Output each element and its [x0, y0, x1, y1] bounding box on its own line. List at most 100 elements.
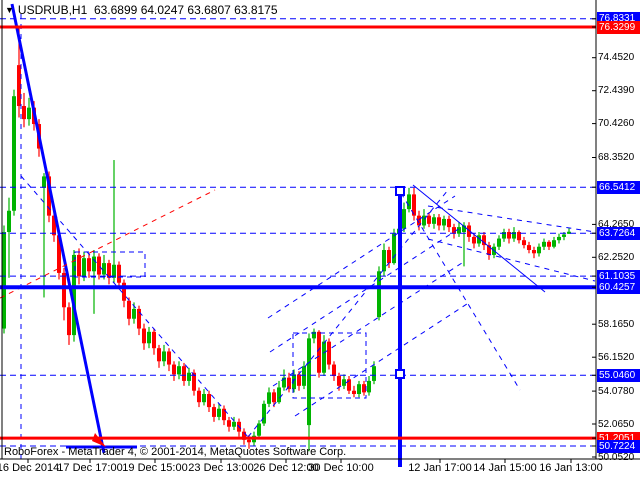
- candle-body: [282, 377, 286, 388]
- candle-body: [262, 403, 266, 424]
- candle-body: [472, 236, 476, 244]
- price-label: 66.5412: [597, 180, 640, 194]
- candle-body: [292, 374, 296, 390]
- channel-dashed-2[interactable]: [269, 227, 461, 353]
- channel-dashed-1[interactable]: [267, 195, 456, 319]
- candle-body: [402, 209, 406, 229]
- handle-square-mid[interactable]: [395, 369, 405, 379]
- candle-body: [62, 272, 66, 308]
- handle-square-top[interactable]: [395, 186, 405, 196]
- main-downtrend-line[interactable]: [10, 3, 106, 454]
- candle-body: [412, 194, 416, 216]
- candle-body: [52, 215, 56, 236]
- time-label: 16 Jan 13:00: [539, 462, 603, 474]
- candle-body: [27, 107, 31, 120]
- candle-body: [247, 439, 251, 443]
- price-label: 60.4257: [597, 280, 640, 294]
- candle-body: [452, 227, 456, 234]
- right-channel-top-dashed[interactable]: [427, 205, 596, 233]
- time-label: 16 Dec 2014: [0, 462, 60, 474]
- candle-body: [192, 372, 196, 391]
- candle-body: [447, 218, 451, 228]
- channel-dashed-3[interactable]: [272, 260, 466, 387]
- candle-body: [302, 366, 306, 386]
- candle-body: [552, 240, 556, 247]
- candle-body: [127, 300, 131, 319]
- candle-body: [212, 407, 216, 417]
- consolidation-box-1[interactable]: [74, 251, 146, 278]
- candle-body: [287, 377, 291, 390]
- candle-body: [167, 351, 171, 365]
- candle-body: [322, 341, 326, 373]
- candle-body: [337, 376, 341, 386]
- candle-body: [47, 176, 51, 216]
- candle-body: [217, 408, 221, 417]
- candle-body: [97, 256, 101, 275]
- candle-body: [17, 65, 21, 107]
- price-label: 64.2650: [598, 218, 635, 230]
- candle-body: [7, 210, 11, 233]
- symbol-dropdown-icon[interactable]: ▼: [5, 5, 14, 15]
- candle-body: [142, 328, 146, 344]
- candle-body: [407, 194, 411, 210]
- candle-body: [137, 308, 141, 329]
- candle-body: [147, 331, 151, 344]
- ohlc-high: 64.0247: [140, 3, 185, 17]
- candle-body: [507, 232, 511, 239]
- time-label: 17 Dec 17:00: [57, 462, 123, 474]
- candle-body: [132, 308, 136, 319]
- price-label: 63.7264: [597, 226, 640, 240]
- price-label: 55.0460: [597, 368, 640, 382]
- price-label: 56.1520: [598, 351, 635, 363]
- price-label: 50.7224: [597, 439, 640, 453]
- right-channel-bottom-dashed[interactable]: [427, 238, 596, 282]
- price-label: 74.4520: [598, 52, 635, 64]
- candle-body: [267, 392, 271, 404]
- candle-body: [482, 235, 486, 246]
- candle-body: [57, 235, 61, 273]
- candle-body: [42, 176, 46, 188]
- candle-body: [422, 215, 426, 226]
- candle-body: [187, 372, 191, 381]
- candle-body: [487, 245, 491, 255]
- candle-body: [232, 421, 236, 427]
- candle-body: [277, 387, 281, 403]
- candle-body: [177, 366, 181, 375]
- candle-body: [352, 390, 356, 395]
- zigzag-down-dashed[interactable]: [20, 175, 249, 438]
- candle-body: [307, 338, 311, 426]
- candle-body: [357, 384, 361, 395]
- chart-title: ▼ USDRUB,H1 63.6899 64.0247 63.6807 63.81…: [5, 3, 278, 17]
- candle-body: [122, 282, 126, 301]
- price-label: 58.1650: [598, 318, 635, 330]
- price-label: 50.0520: [598, 451, 635, 463]
- consolidation-box-2[interactable]: [292, 332, 367, 399]
- time-label: 26 Dec 12:00: [253, 462, 319, 474]
- copyright-text: RoboForex - MetaTrader 4, © 2001-2014, M…: [4, 446, 347, 458]
- candle-body: [332, 364, 336, 377]
- candle-body: [157, 348, 161, 362]
- candle-body: [372, 366, 376, 381]
- time-label: 12 Jan 17:00: [408, 462, 472, 474]
- candle-body: [532, 250, 536, 254]
- candle-body: [537, 246, 541, 254]
- candle-body: [347, 379, 351, 391]
- candle-body: [87, 258, 91, 272]
- candle-body: [522, 240, 526, 246]
- price-label: 61.1035: [597, 269, 640, 283]
- zigzag-up-dashed[interactable]: [247, 189, 449, 438]
- candle-body: [442, 218, 446, 226]
- price-label: 68.3520: [598, 152, 635, 163]
- candle-body: [477, 235, 481, 244]
- time-label: 23 Dec 13:00: [188, 462, 254, 474]
- red-ascending-dashed[interactable]: [0, 189, 216, 299]
- candle-body: [387, 250, 391, 264]
- channel-dashed-4[interactable]: [294, 301, 471, 417]
- candle-body: [342, 379, 346, 386]
- peak-descending-line[interactable]: [412, 184, 546, 293]
- fan-descending-dashed[interactable]: [400, 192, 521, 391]
- candle-body: [557, 236, 561, 241]
- candle-body: [527, 245, 531, 251]
